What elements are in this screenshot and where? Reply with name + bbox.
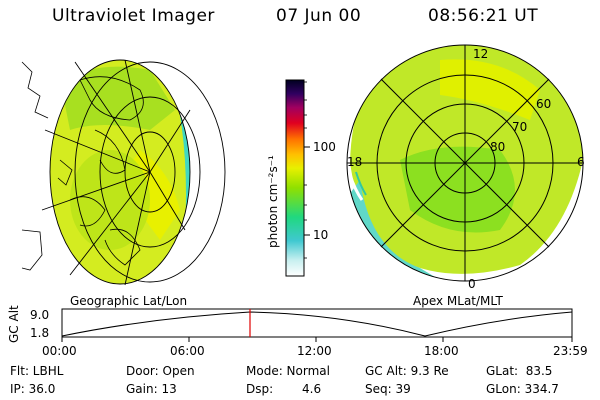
- geographic-map-caption: Geographic Lat/Lon: [70, 294, 188, 308]
- x-tick-0000: 00:00: [42, 344, 77, 358]
- x-tick-2359: 23:59: [553, 344, 588, 358]
- colorbar-tick-10: 10: [313, 228, 329, 242]
- x-tick-0600: 06:00: [170, 344, 205, 358]
- geographic-map: [21, 59, 226, 286]
- door-status: Door: Open: [126, 364, 195, 378]
- polar-map-caption: Apex MLat/MLT: [413, 294, 503, 308]
- colorbar-unit-label: photon cm⁻²s⁻¹: [266, 155, 280, 248]
- colorbar: [285, 79, 310, 277]
- mlt-6-label: 6: [577, 155, 585, 169]
- altitude-ytick-bottom: 1.8: [30, 326, 50, 340]
- x-tick-1200: 12:00: [297, 344, 332, 358]
- altitude-plot: [61, 308, 573, 342]
- filter-status: Flt: LBHL: [10, 364, 64, 378]
- lat-80-label: 80: [490, 140, 506, 154]
- altitude-ytick-top: 9.0: [30, 308, 50, 322]
- dsp-label: Dsp:: [246, 382, 274, 396]
- glon-status: GLon: 334.7: [486, 382, 559, 396]
- gain-status: Gain: 13: [126, 382, 177, 396]
- glat-status: GLat: 83.5: [486, 364, 553, 378]
- x-tick-1800: 18:00: [424, 344, 459, 358]
- mlt-0-label: 0: [468, 277, 476, 291]
- mode-status: Mode: Normal: [246, 364, 330, 378]
- mlt-18-label: 18: [347, 155, 363, 169]
- seq-status: Seq: 39: [365, 382, 411, 396]
- dsp-value: 4.6: [302, 382, 322, 396]
- lat-70-label: 70: [512, 120, 528, 134]
- altitude-ylabel: GC Alt: [7, 305, 21, 343]
- imager-title: Ultraviolet Imager: [52, 6, 215, 26]
- date-label: 07 Jun 00: [276, 6, 362, 26]
- gc-alt-status: GC Alt: 9.3 Re: [365, 364, 449, 378]
- colorbar-tick-100: 100: [313, 140, 336, 154]
- lat-60-label: 60: [536, 97, 552, 111]
- polar-map: [346, 44, 584, 282]
- mlt-12-label: 12: [473, 47, 489, 61]
- ip-status: IP: 36.0: [10, 382, 56, 396]
- time-label: 08:56:21 UT: [428, 6, 539, 26]
